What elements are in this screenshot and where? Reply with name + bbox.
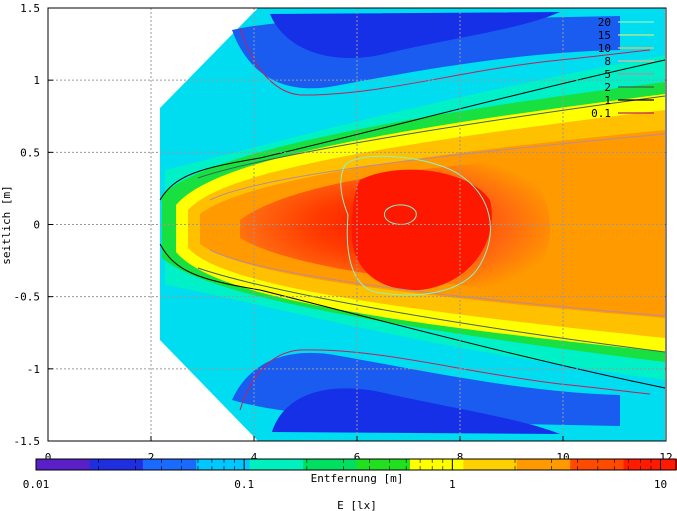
colorbar-segment	[570, 459, 625, 470]
isoline-2	[197, 95, 666, 353]
colorbar-segment	[516, 459, 571, 470]
legend-label: 20	[598, 16, 611, 29]
y-tick-label: 0	[33, 219, 40, 232]
colorbar: 0.01 0.1 1 10	[23, 458, 677, 491]
heatmap-region-top-darkblue	[270, 12, 560, 59]
colorbar-tick-label: 10	[654, 478, 667, 491]
colorbar-tick-label: 0.01	[23, 478, 50, 491]
legend-label: 5	[604, 68, 611, 81]
x-axis-label: Entfernung [m]	[311, 472, 404, 485]
colorbar-segment	[196, 459, 251, 470]
y-tick-label: 0.5	[20, 146, 40, 159]
x-tick-label: 8	[457, 451, 464, 464]
legend-label: 10	[598, 42, 611, 55]
heatmap-region-bottom-darkblue	[272, 388, 560, 434]
colorbar-segment	[303, 459, 357, 470]
y-axis-label: seitlich [m]	[0, 185, 13, 264]
isoline-15	[340, 155, 491, 296]
y-tick-label: 1.5	[20, 2, 40, 15]
y-tick-label: 1	[33, 74, 40, 87]
y-tick-label: -1.5	[14, 435, 41, 448]
legend-label: 2	[604, 81, 611, 94]
colorbar-segment	[249, 459, 304, 470]
colorbar-tick-label: 0.1	[234, 478, 254, 491]
colorbar-segment	[463, 459, 518, 470]
legend-label: 1	[604, 94, 611, 107]
colorbar-segment	[36, 459, 90, 470]
colorbar-segment	[356, 459, 411, 470]
legend-label: 8	[604, 55, 611, 68]
colorbar-segment	[89, 459, 144, 470]
colorbar-tick-label: 1	[449, 478, 456, 491]
y-axis-ticks: 1.5 1 0.5 0 -0.5 -1 -1.5	[14, 2, 53, 448]
plot-grid	[48, 8, 666, 441]
legend-label: 0.1	[591, 107, 611, 120]
isoline-20	[383, 204, 417, 225]
y-tick-label: -0.5	[14, 291, 41, 304]
isoline-0.1-bottom	[239, 349, 651, 411]
colorbar-label: E [lx]	[337, 499, 377, 511]
x-tick-label: 0	[45, 451, 52, 464]
x-tick-label: 2	[148, 451, 155, 464]
colorbar-segment	[409, 459, 464, 470]
isoline-0.1-top	[239, 27, 651, 96]
x-tick-label: 4	[251, 451, 258, 464]
isoline-1	[159, 59, 666, 389]
isoline-5	[209, 133, 666, 317]
legend-label: 15	[598, 29, 611, 42]
colorbar-segment	[142, 459, 197, 470]
y-tick-label: -1	[27, 363, 40, 376]
heatmap-region-hotspot	[351, 169, 492, 291]
colorbar-segment	[623, 459, 677, 470]
x-tick-label: 6	[354, 451, 361, 464]
